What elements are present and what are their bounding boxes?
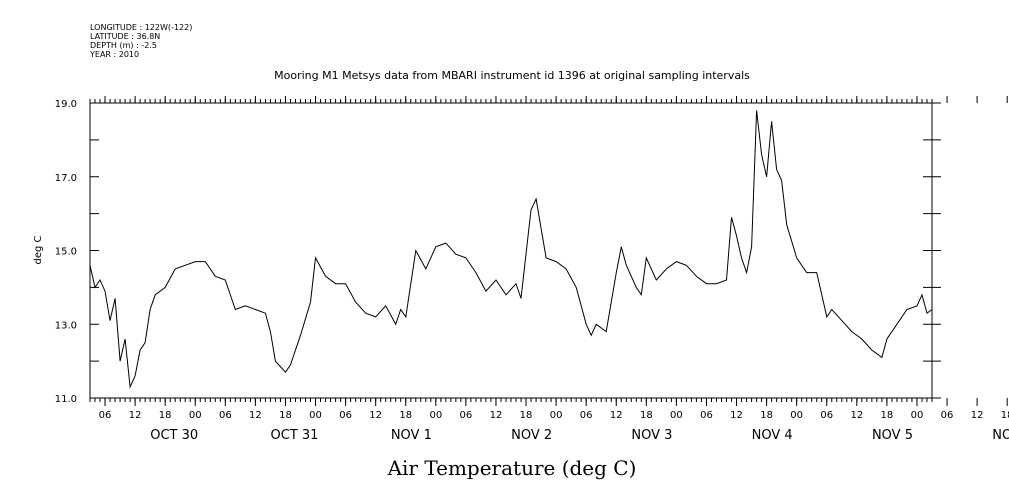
day-labels: OCT 30 OCT 31 NOV 1 NOV 2 NOV 3 NOV 4 NOV 5 NOV… — [150, 428, 1009, 443]
x-axis-title: Air Temperature (deg C) — [387, 456, 637, 480]
y-tick-label: 11.0 — [55, 394, 77, 405]
plot-frame — [89, 102, 933, 399]
x-tick-label: 06 — [219, 410, 232, 421]
y-tick-label: 15.0 — [55, 247, 77, 258]
y-tick-label: 17.0 — [55, 173, 77, 184]
x-tick-label: 18 — [520, 410, 533, 421]
x-tick-label: 12 — [610, 410, 623, 421]
day-label-5: NOV 4 — [752, 428, 793, 443]
x-tick-label: 18 — [640, 410, 653, 421]
x-tick-label: 18 — [760, 410, 773, 421]
x-tick-label: 00 — [309, 410, 322, 421]
y-tick-label: 19.0 — [55, 99, 77, 110]
chart-title: Mooring M1 Metsys data from MBARI instru… — [274, 69, 750, 82]
day-label-0: OCT 30 — [150, 428, 198, 443]
x-tick-label: 18 — [881, 410, 894, 421]
x-tick-label: 06 — [941, 410, 954, 421]
x-tick-label: 12 — [971, 410, 984, 421]
x-tick-label: 06 — [339, 410, 352, 421]
x-tick-label: 12 — [850, 410, 863, 421]
x-tick-label: 00 — [429, 410, 442, 421]
meta-longitude: LONGITUDE : 122W(-122) — [90, 23, 192, 32]
day-label-6: NOV 5 — [872, 428, 913, 443]
x-tick-label: 00 — [189, 410, 202, 421]
day-label-7: NOV 6 — [992, 428, 1009, 443]
day-label-1: OCT 31 — [271, 428, 319, 443]
day-label-4: NOV 3 — [631, 428, 672, 443]
x-major-ticks — [104, 96, 1008, 406]
x-tick-label: 00 — [911, 410, 924, 421]
x-tick-label: 06 — [700, 410, 713, 421]
x-tick-label: 00 — [790, 410, 803, 421]
x-tick-label: 18 — [279, 410, 292, 421]
metadata-block: LONGITUDE : 122W(-122) LATITUDE : 36.8N … — [89, 23, 192, 59]
x-tick-label: 12 — [369, 410, 382, 421]
x-tick-label: 00 — [670, 410, 683, 421]
y-axis-label: deg C — [33, 235, 44, 264]
meta-depth: DEPTH (m) : -2.5 — [90, 41, 157, 50]
x-minor-ticks — [89, 99, 933, 402]
meta-latitude: LATITUDE : 36.8N — [90, 32, 160, 41]
x-tick-label: 06 — [580, 410, 593, 421]
x-tick-labels: 06 12 18 00 06 12 18 00 06 12 18 00 06 12 18 00 06 12 18 00… — [99, 410, 1009, 421]
x-tick-label: 18 — [399, 410, 412, 421]
x-tick-label: 06 — [460, 410, 473, 421]
series-line-air-temperature — [89, 110, 933, 389]
x-tick-label: 18 — [159, 410, 172, 421]
x-tick-label: 12 — [490, 410, 503, 421]
y-tick-label: 13.0 — [55, 320, 77, 331]
x-tick-label: 00 — [550, 410, 563, 421]
x-tick-label: 06 — [820, 410, 833, 421]
meta-year: YEAR : 2010 — [89, 50, 139, 59]
day-label-2: NOV 1 — [391, 428, 432, 443]
day-label-3: NOV 2 — [511, 428, 552, 443]
x-tick-label: 06 — [99, 410, 112, 421]
y-axis-ticks: 19.0 17.0 15.0 13.0 11.0 — [55, 99, 941, 405]
x-tick-label: 12 — [249, 410, 262, 421]
x-tick-label: 12 — [129, 410, 142, 421]
x-tick-label: 18 — [1001, 410, 1009, 421]
x-tick-label: 12 — [730, 410, 743, 421]
